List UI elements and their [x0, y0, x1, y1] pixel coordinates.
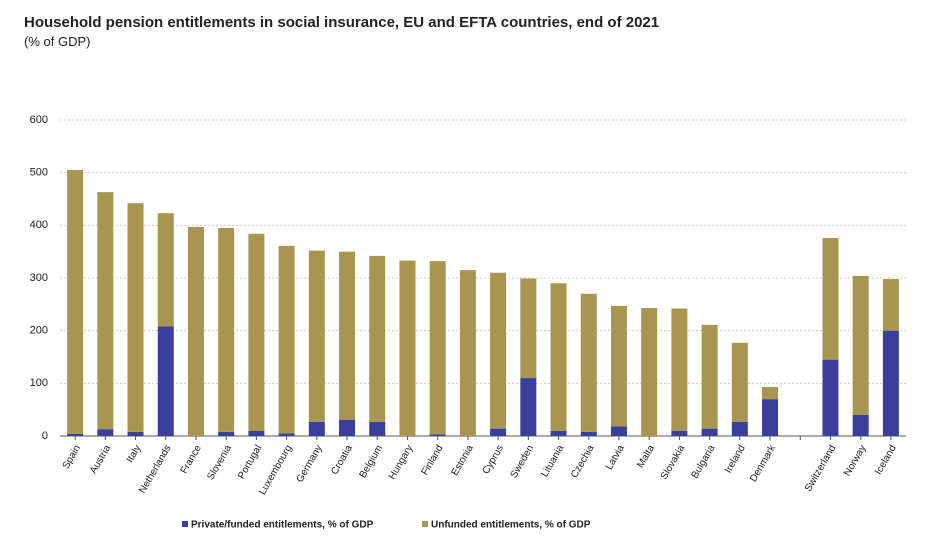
y-tick-label: 200: [30, 325, 48, 337]
bar-segment: [248, 233, 265, 431]
x-tick-label: Slovenia: [205, 443, 234, 482]
chart-subtitle: (% of GDP): [24, 34, 90, 49]
bar-segment: [701, 428, 718, 436]
x-tick-label: Switzerland: [803, 443, 838, 493]
x-tick-label: Denmark: [748, 442, 778, 483]
bar-segment: [429, 434, 446, 436]
bar-segment: [580, 293, 597, 432]
y-tick-label: 400: [30, 219, 48, 231]
x-tick-label: Portugal: [236, 443, 264, 481]
bar-segment: [762, 387, 779, 400]
bar-segment: [127, 203, 144, 432]
x-tick-label: Latvia: [604, 443, 627, 472]
bar-segment: [882, 279, 899, 331]
bar-segment: [157, 213, 174, 327]
bar-segment: [671, 430, 688, 436]
x-tick-label: Slovakia: [659, 443, 688, 482]
x-tick-label: Netherlands: [137, 443, 173, 495]
y-tick-label: 500: [30, 167, 48, 179]
bar-segment: [520, 278, 537, 379]
bar-segment: [852, 275, 869, 415]
bar-segment: [339, 251, 356, 420]
x-tick-label: Germany: [295, 443, 325, 484]
x-tick-label: Hungary: [387, 443, 415, 481]
bar-segment: [490, 428, 507, 436]
x-tick-label: Belgium: [358, 443, 386, 480]
bar-segment: [429, 261, 446, 435]
x-tick-label: Sweden: [509, 443, 537, 480]
bar-segment: [671, 308, 688, 431]
x-tick-label: Czechia: [569, 443, 597, 480]
x-tick-label: Estonia: [450, 443, 476, 478]
bar-segment: [701, 324, 718, 429]
x-tick-label: Cyprus: [481, 443, 506, 476]
bar-segment: [157, 326, 174, 436]
x-tick-label: Spain: [61, 443, 83, 471]
x-tick-label: Italy: [125, 443, 144, 464]
bar-segment: [490, 272, 507, 429]
bar-segment: [218, 227, 235, 432]
bar-segment: [641, 308, 658, 436]
bar-segment: [187, 226, 204, 436]
x-tick-label: Malta: [635, 443, 657, 470]
bar-segment: [248, 430, 265, 436]
bar-segment: [822, 359, 839, 436]
x-tick-label: Ireland: [723, 443, 748, 475]
x-tick-label: Finland: [420, 443, 446, 477]
bar-segment: [339, 419, 356, 436]
bar-segment: [882, 330, 899, 436]
bar-segment: [520, 378, 537, 436]
legend-label: Unfunded entitlements, % of GDP: [431, 520, 591, 531]
y-tick-label: 300: [30, 272, 48, 284]
bar-segment: [822, 237, 839, 360]
bar-segment: [127, 431, 144, 436]
chart-title: Household pension entitlements in social…: [24, 14, 659, 31]
bar-segment: [97, 429, 114, 436]
x-tick-label: Norway: [842, 443, 868, 478]
bar-segment: [852, 414, 869, 436]
bar-segment: [762, 399, 779, 436]
x-tick-label: France: [179, 443, 204, 476]
bar-segment: [67, 433, 84, 436]
y-tick-label: 600: [30, 114, 48, 126]
bar-segment: [580, 431, 597, 436]
bar-segment: [731, 342, 748, 422]
bar-segment: [67, 170, 84, 434]
bar-segment: [610, 305, 627, 427]
bar-segment: [399, 260, 416, 436]
x-tick-label: Croatia: [329, 443, 355, 477]
y-tick-label: 100: [30, 377, 48, 389]
bar-segment: [97, 192, 114, 430]
bar-segment: [550, 430, 567, 436]
bar-segment: [308, 250, 325, 422]
legend-swatch: [422, 521, 428, 527]
bar-segment: [731, 421, 748, 436]
bar-segment: [218, 431, 235, 436]
bar-segment: [459, 270, 476, 436]
legend-label: Private/funded entitlements, % of GDP: [191, 520, 374, 531]
bar-segment: [278, 433, 295, 436]
bar-segment: [278, 245, 295, 434]
legend-swatch: [182, 521, 188, 527]
bar-segment: [308, 421, 325, 436]
bar-segment: [369, 421, 386, 436]
x-tick-label: Lituania: [539, 443, 566, 479]
bar-segment: [610, 426, 627, 436]
x-tick-label: Bulgaria: [690, 443, 718, 481]
x-tick-label: Iceland: [873, 443, 899, 476]
x-tick-label: Austria: [88, 443, 113, 476]
y-tick-label: 0: [42, 430, 48, 442]
bar-segment: [550, 283, 567, 431]
bar-segment: [369, 255, 386, 422]
